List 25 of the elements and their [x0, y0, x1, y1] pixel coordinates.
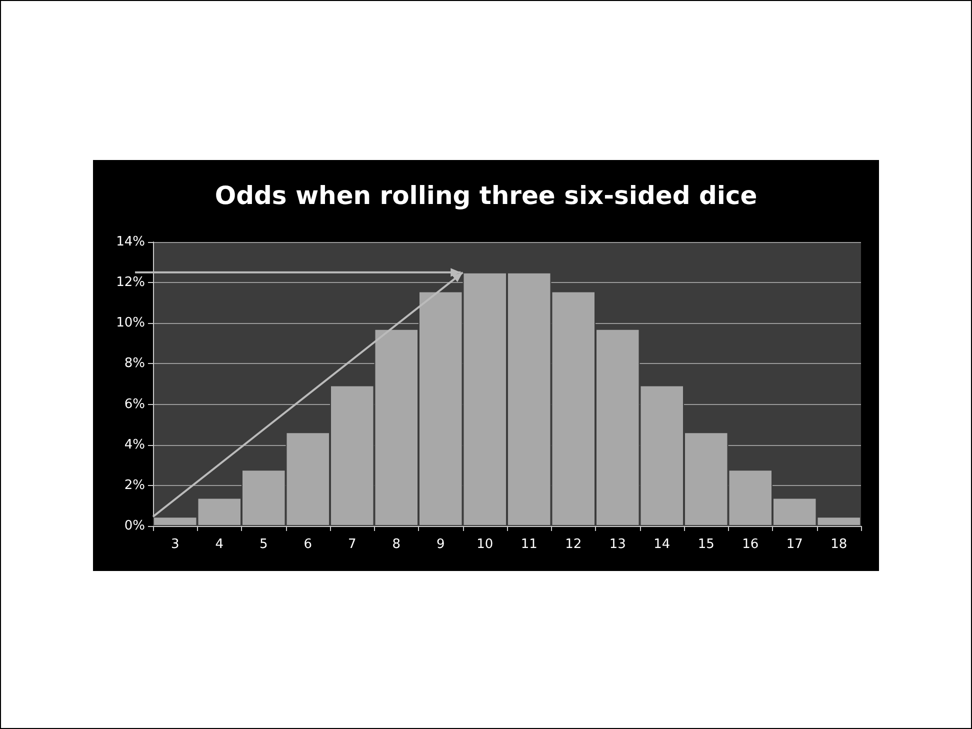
- x-tick-label: 13: [609, 537, 626, 552]
- x-tick-label: 5: [259, 537, 268, 552]
- x-tick-label: 12: [565, 537, 582, 552]
- y-tick-label: 0%: [124, 518, 145, 534]
- y-tick-label: 8%: [124, 356, 145, 372]
- x-tick-label: 10: [476, 537, 494, 552]
- y-tick-label: 10%: [116, 316, 145, 331]
- y-tick-label: 12%: [116, 275, 145, 290]
- x-tick-label: 11: [520, 537, 538, 552]
- chart-title: Odds when rolling three six-sided dice: [214, 181, 758, 210]
- x-tick-label: 18: [830, 537, 848, 552]
- y-tick-label: 2%: [124, 478, 145, 493]
- x-tick-label: 4: [215, 537, 224, 552]
- x-tick-label: 3: [170, 537, 180, 552]
- y-tick-label: 6%: [124, 396, 145, 412]
- y-tick-label: 4%: [124, 437, 145, 452]
- x-tick-label: 9: [436, 537, 445, 552]
- x-tick-label: 15: [698, 537, 714, 552]
- y-tick-label: 14%: [116, 234, 145, 250]
- x-tick-label: 6: [304, 537, 312, 552]
- x-tick-label: 17: [786, 537, 803, 552]
- x-tick-label: 7: [348, 537, 356, 552]
- x-tick-label: 8: [392, 537, 401, 552]
- x-tick-label: 14: [654, 537, 670, 552]
- x-tick-label: 16: [742, 537, 759, 552]
